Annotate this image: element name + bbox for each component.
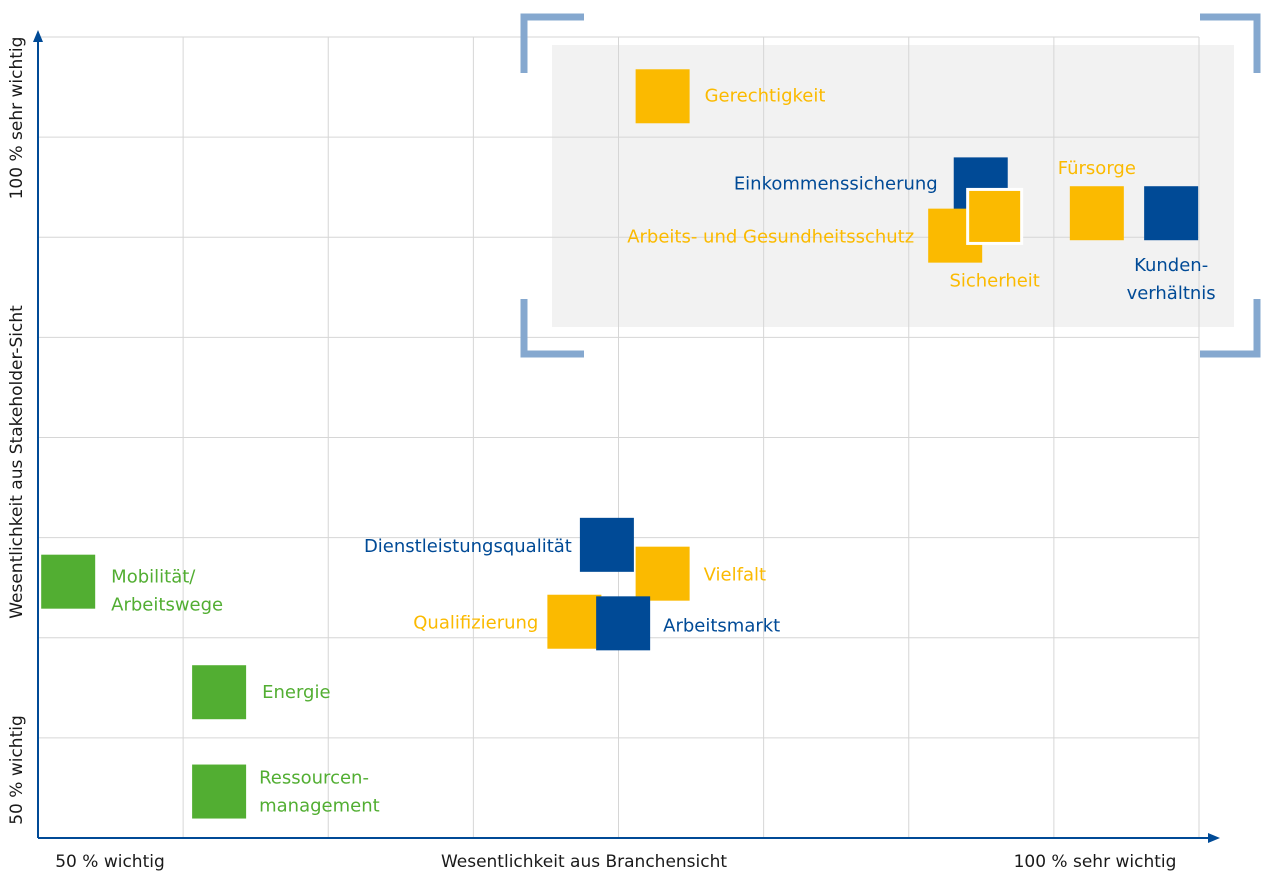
point-label: Mobilität/ (111, 567, 196, 588)
point (635, 546, 690, 601)
point-label: Einkommenssicherung (734, 173, 938, 194)
point-label: Arbeitsmarkt (663, 615, 780, 636)
point-label: Sicherheit (949, 270, 1039, 291)
x-axis-high: 100 % sehr wichtig (1014, 852, 1177, 872)
point (579, 517, 634, 572)
point (966, 187, 1024, 245)
bracket (1200, 299, 1261, 358)
marks: Gerechtigkeit Einkommenssicherung Arbeits-… (41, 69, 1216, 819)
x-arrow (1208, 833, 1220, 843)
bracket (520, 13, 584, 73)
point-label: Arbeitswege (111, 595, 223, 616)
point-label: Fürsorge (1058, 158, 1136, 179)
point (192, 665, 247, 720)
y-axis-high: 100 % sehr wichtig (7, 37, 27, 200)
bracket (1200, 13, 1261, 73)
y-axis-low: 50 % wichtig (7, 715, 27, 825)
point (1144, 186, 1199, 241)
point-label: Kunden- (1134, 255, 1208, 276)
point-label: Energie (262, 682, 330, 703)
point (547, 594, 602, 649)
point-label: Arbeits- und Gesundheitsschutz (627, 227, 914, 248)
bracket (520, 299, 584, 358)
point-label: Ressourcen- (259, 768, 369, 789)
grid (38, 36, 1200, 838)
point-label: management (259, 796, 380, 817)
point-label: verhältnis (1127, 283, 1216, 304)
point-label: Qualifizierung (413, 613, 538, 634)
axes (37, 36, 1212, 839)
x-axis-title: Wesentlichkeit aus Branchensicht (441, 852, 727, 872)
point-label: Vielfalt (704, 565, 766, 586)
highlight-brackets (520, 13, 1261, 358)
point (192, 764, 247, 819)
y-axis-title: Wesentlichkeit aus Stakeholder-Sicht (7, 305, 27, 619)
point (1069, 186, 1124, 241)
point (596, 596, 651, 651)
point (41, 554, 96, 609)
y-arrow (33, 30, 43, 42)
point (635, 69, 690, 124)
point-label: Gerechtigkeit (705, 85, 826, 106)
x-axis-low: 50 % wichtig (55, 852, 165, 872)
point-label: Dienstleistungsqualität (364, 536, 572, 557)
